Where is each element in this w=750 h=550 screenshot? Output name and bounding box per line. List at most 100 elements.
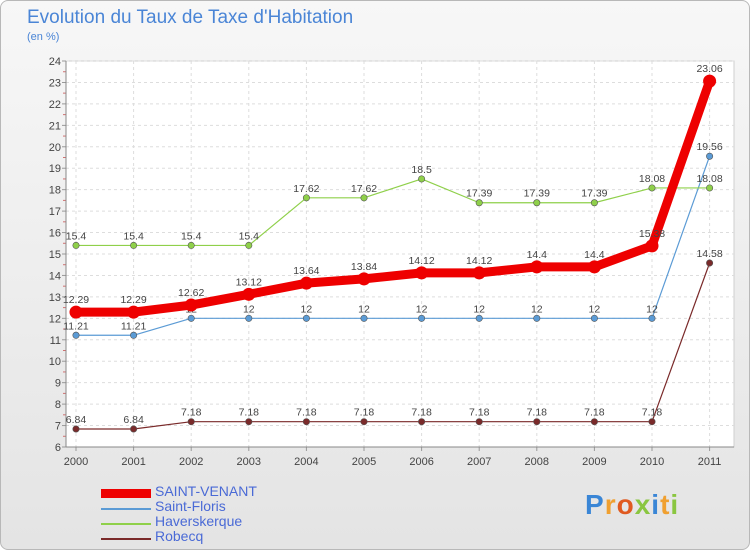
data-point <box>590 418 598 426</box>
data-point <box>187 314 195 322</box>
logo-letter: i <box>651 489 661 520</box>
y-tick-label: 12 <box>49 313 61 325</box>
legend-swatch <box>101 489 151 498</box>
data-point <box>242 287 256 301</box>
y-tick-label: 13 <box>49 292 61 304</box>
data-label: 11.21 <box>121 320 147 332</box>
data-label: 14.12 <box>466 255 492 267</box>
data-point <box>415 266 429 280</box>
x-tick-label: 2010 <box>640 456 664 468</box>
data-point <box>130 331 138 339</box>
y-tick-label: 9 <box>55 378 61 390</box>
data-label: 12.29 <box>63 294 89 306</box>
data-label: 12 <box>531 303 543 315</box>
series-line <box>75 178 711 247</box>
data-label: 12 <box>646 303 658 315</box>
y-tick-label: 19 <box>49 163 61 175</box>
y-tick-label: 8 <box>55 399 61 411</box>
data-point <box>475 199 483 207</box>
x-tick-label: 2006 <box>409 456 433 468</box>
data-point <box>418 418 426 426</box>
data-point <box>245 314 253 322</box>
data-point <box>645 239 659 253</box>
legend-swatch <box>101 507 151 510</box>
data-point <box>587 260 601 274</box>
data-label: 12.29 <box>120 294 146 306</box>
y-tick-label: 20 <box>49 142 61 154</box>
data-label: 12 <box>358 303 370 315</box>
data-point <box>187 241 195 249</box>
y-tick-label: 7 <box>55 421 61 433</box>
data-label: 13.84 <box>351 261 377 273</box>
data-point <box>648 184 656 192</box>
data-label: 15.38 <box>639 228 665 240</box>
data-point <box>472 266 486 280</box>
data-point <box>184 298 198 312</box>
legend-swatch <box>101 537 151 540</box>
series-line <box>75 155 711 336</box>
data-label: 7.18 <box>642 407 663 419</box>
data-label: 7.18 <box>527 407 548 419</box>
data-point <box>357 272 371 286</box>
data-point <box>533 314 541 322</box>
legend-swatch <box>101 522 151 525</box>
y-tick-label: 23 <box>49 77 61 89</box>
data-point <box>360 194 368 202</box>
data-point <box>590 314 598 322</box>
data-label: 15.4 <box>123 230 144 242</box>
data-label: 13.12 <box>236 276 262 288</box>
y-tick-label: 15 <box>49 249 61 261</box>
data-label: 13.64 <box>293 265 319 277</box>
logo-letter: P <box>585 489 605 520</box>
data-point <box>533 418 541 426</box>
data-label: 14.4 <box>527 249 548 261</box>
data-point <box>703 74 717 88</box>
data-point <box>475 314 483 322</box>
data-label: 17.62 <box>293 183 319 195</box>
data-label: 17.62 <box>351 183 377 195</box>
data-label: 12 <box>301 303 313 315</box>
data-point <box>533 199 541 207</box>
data-point <box>360 314 368 322</box>
data-label: 23.06 <box>696 63 722 75</box>
logo-letter: t <box>660 489 671 520</box>
legend-label: SAINT-VENANT <box>155 483 257 499</box>
data-point <box>706 152 714 160</box>
logo-letter: r <box>604 489 617 520</box>
data-label: 15.4 <box>239 230 260 242</box>
data-point <box>72 331 80 339</box>
data-point <box>302 418 310 426</box>
y-tick-label: 17 <box>49 206 61 218</box>
data-point <box>706 259 714 267</box>
x-tick-label: 2007 <box>467 456 491 468</box>
x-tick-label: 2011 <box>698 456 722 468</box>
data-point <box>648 314 656 322</box>
data-label: 11.21 <box>63 320 89 332</box>
data-point <box>299 276 313 290</box>
data-point <box>245 418 253 426</box>
data-label: 7.18 <box>181 407 202 419</box>
data-label: 18.08 <box>639 173 665 185</box>
y-tick-label: 6 <box>55 442 61 454</box>
chart-subtitle: (en %) <box>27 31 60 43</box>
data-label: 12.62 <box>178 287 204 299</box>
data-point <box>245 241 253 249</box>
data-label: 14.12 <box>408 255 434 267</box>
data-point <box>130 425 138 433</box>
data-point <box>530 260 544 274</box>
data-label: 7.18 <box>411 407 432 419</box>
data-point <box>706 184 714 192</box>
data-point <box>418 175 426 183</box>
data-label: 7.18 <box>296 407 317 419</box>
data-label: 14.58 <box>696 248 722 260</box>
data-label: 17.39 <box>466 188 492 200</box>
data-label: 15.4 <box>181 230 202 242</box>
x-tick-label: 2002 <box>179 456 203 468</box>
legend-label: Robecq <box>155 528 204 544</box>
x-tick-label: 2009 <box>582 456 606 468</box>
data-point <box>302 194 310 202</box>
y-tick-label: 21 <box>49 120 61 132</box>
proxiti-logo: Proxiti <box>585 489 679 521</box>
